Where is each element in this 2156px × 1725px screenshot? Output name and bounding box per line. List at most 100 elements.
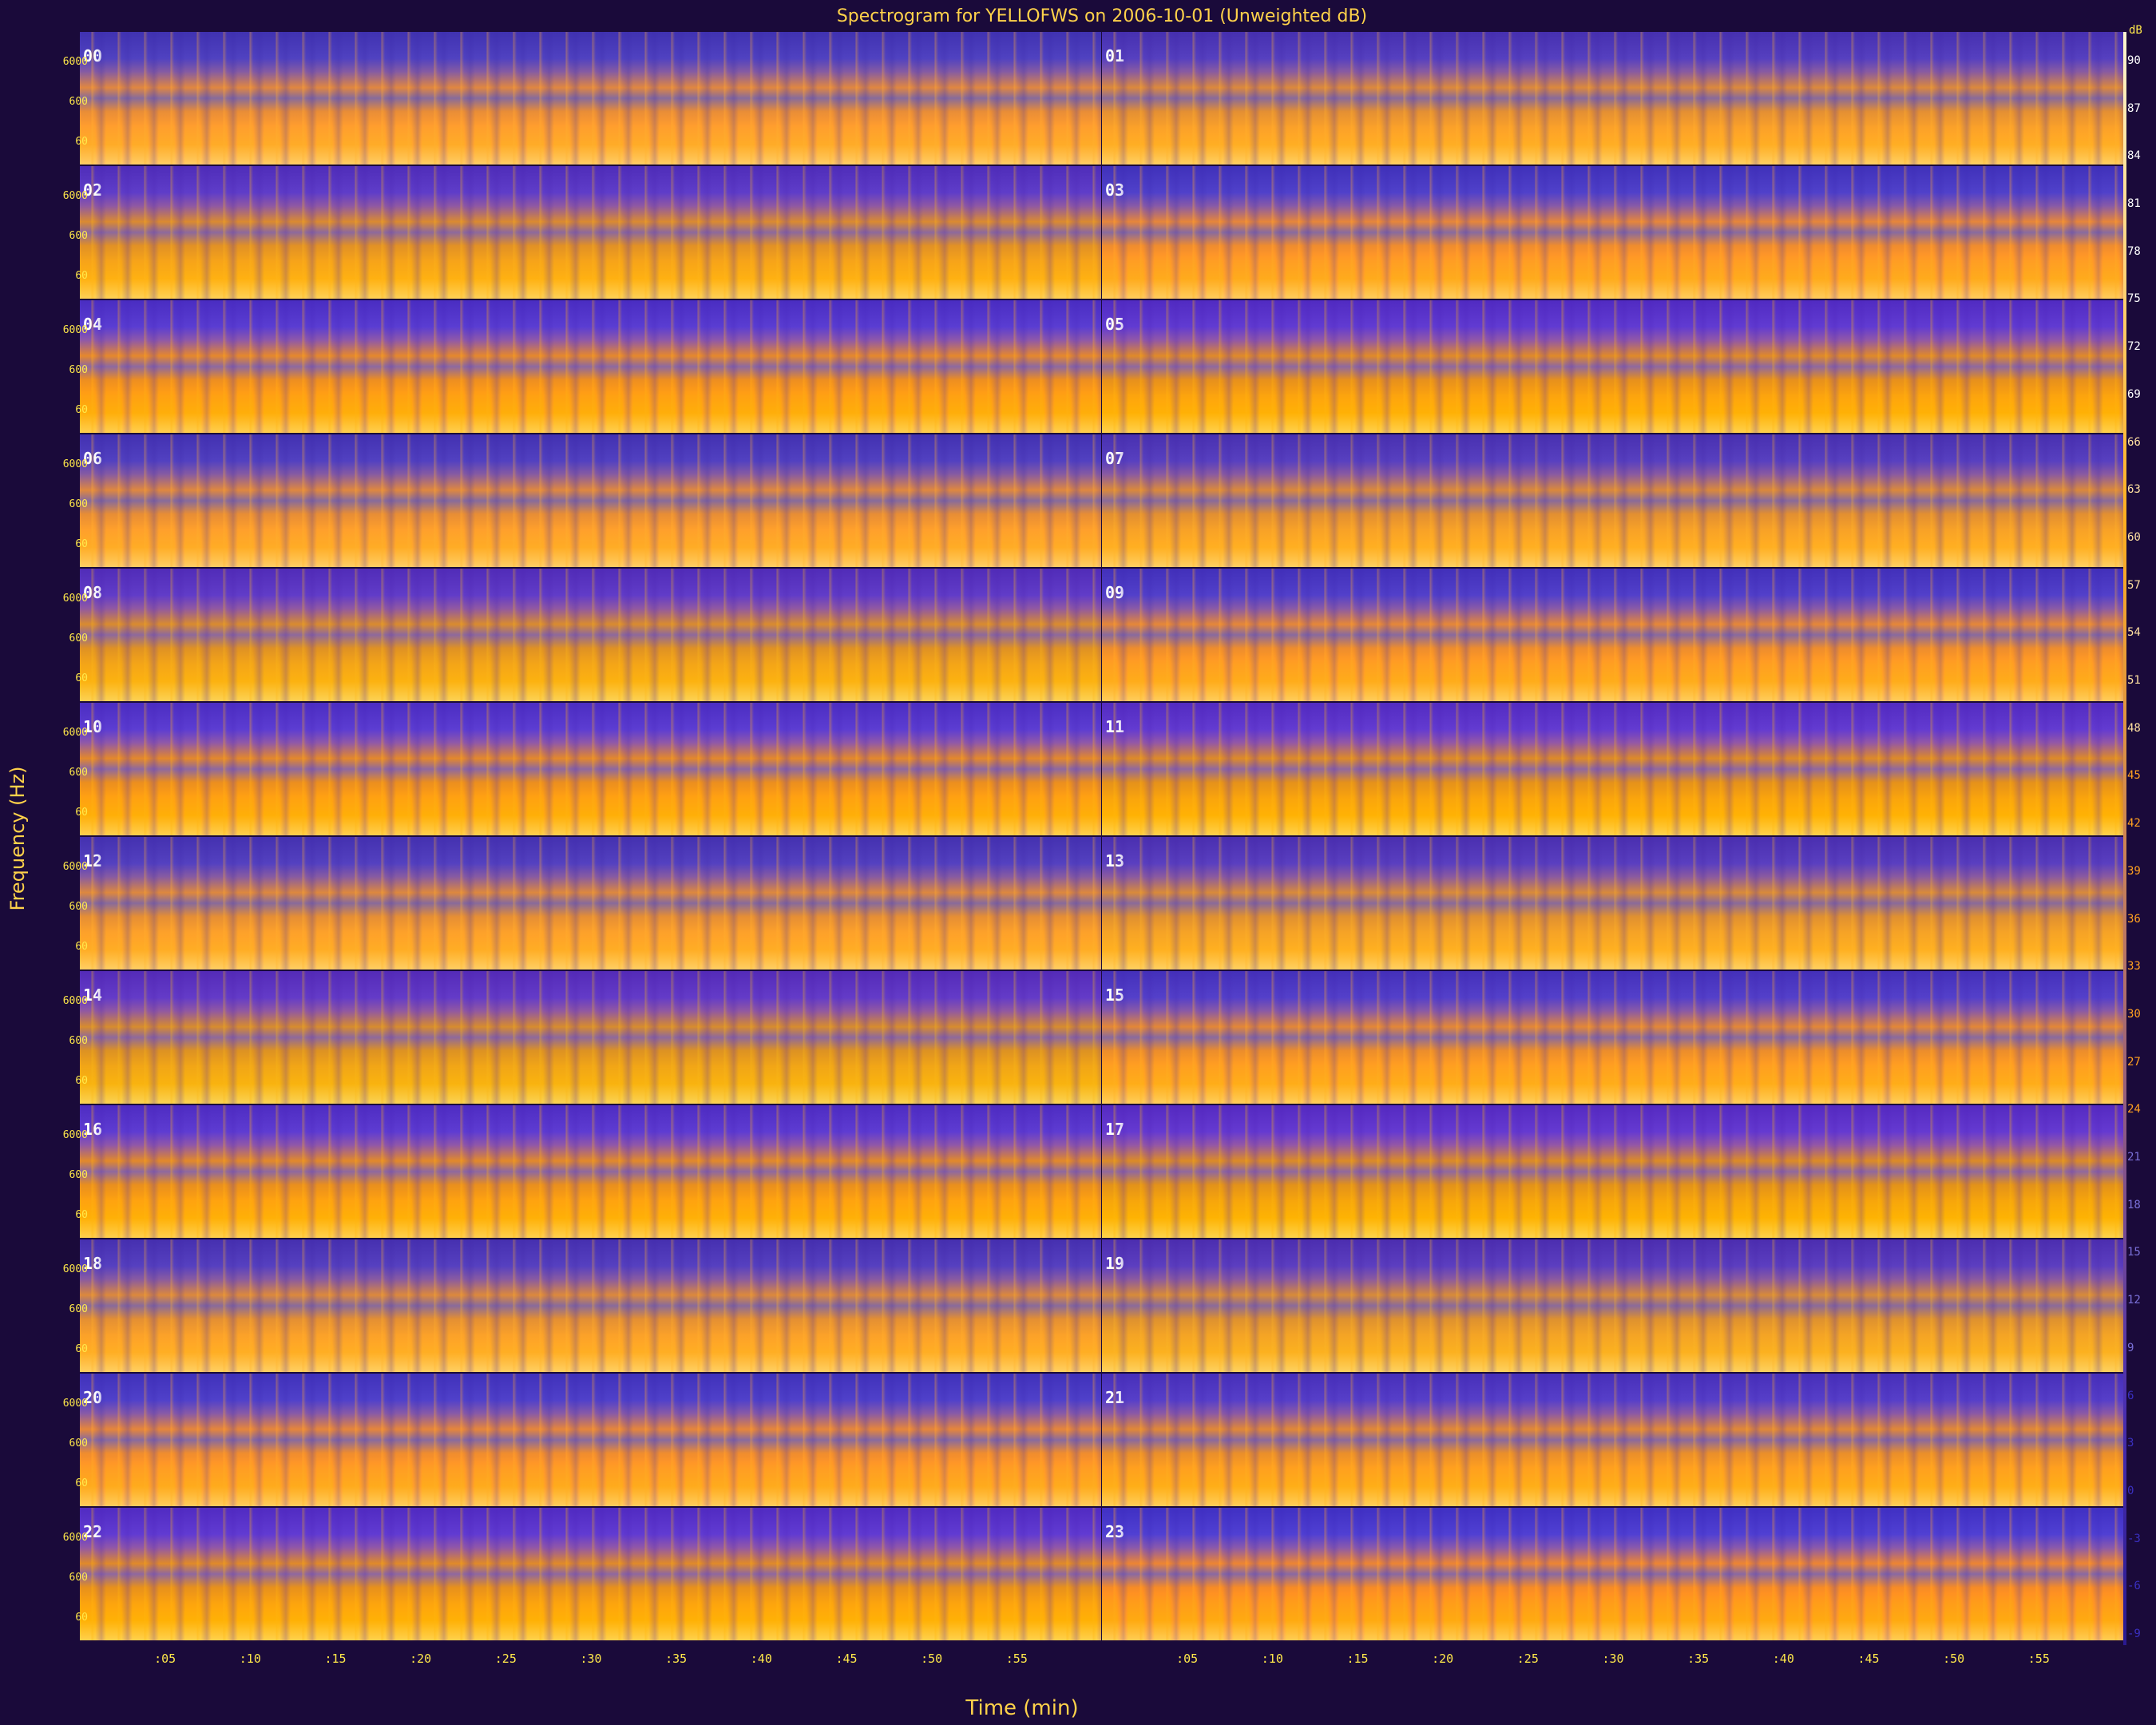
frequency-tick-label: 6000	[62, 1532, 88, 1544]
colorbar	[2123, 32, 2126, 1645]
colorbar-tick-label: 30	[2127, 1007, 2141, 1021]
spectrogram-hour-panel: 15	[1102, 971, 2123, 1104]
frequency-tick-label: 600	[69, 901, 88, 913]
spectrogram-hour-panel: 05	[1102, 300, 2123, 433]
spectrogram-hour-panel: 23	[1102, 1508, 2123, 1640]
spectrogram-hour-panel: 10	[80, 703, 1101, 835]
spectrogram-hour-panel: 18	[80, 1239, 1101, 1372]
spectrogram-hour-panel: 22	[80, 1508, 1101, 1640]
colorbar-tick-label: 90	[2127, 54, 2141, 67]
spectrogram-hour-panel: 03	[1102, 166, 2123, 299]
spectrogram-hour-panel: 04	[80, 300, 1101, 433]
spectrogram-row: 12 13	[80, 837, 2123, 970]
spectrogram-hour-panel: 07	[1102, 434, 2123, 567]
frequency-tick-label: 600	[69, 1438, 88, 1449]
spectrogram-hour-panel: 11	[1102, 703, 2123, 835]
colorbar-tick-label: 84	[2127, 149, 2141, 163]
spectrogram-hour-panel: 19	[1102, 1239, 2123, 1372]
frequency-tick-label: 60	[75, 1075, 88, 1087]
spectrogram-row: 22 23	[80, 1508, 2123, 1640]
colorbar-tick-label: 60	[2127, 530, 2141, 544]
x-tick-label: :25	[494, 1652, 517, 1666]
x-tick-label: :10	[1261, 1652, 1283, 1666]
frequency-tick-label: 60	[75, 672, 88, 684]
hour-label: 21	[1105, 1388, 1125, 1407]
colorbar-tick-label: -3	[2127, 1532, 2141, 1545]
colorbar-tick-label: 42	[2127, 817, 2141, 831]
colorbar-tick-label: 39	[2127, 864, 2141, 878]
frequency-tick-label: 60	[75, 941, 88, 953]
spectrogram-row: 16 17	[80, 1105, 2123, 1238]
frequency-tick-label: 60	[75, 404, 88, 416]
x-tick-label: :45	[1857, 1652, 1880, 1666]
hour-label: 23	[1105, 1522, 1125, 1541]
spectrogram-row: 04 05	[80, 300, 2123, 433]
hour-label: 09	[1105, 583, 1125, 602]
frequency-tick-label: 6000	[62, 861, 88, 873]
spectrogram-plot-area: 00 01 02 03 04 05 06 07 08 09 10 11 12 13 14 15 16 17 18 19…	[80, 32, 2123, 1645]
colorbar-tick-label: 15	[2127, 1246, 2141, 1259]
frequency-tick-label: 6000	[62, 1263, 88, 1275]
colorbar-tick-label: 48	[2127, 721, 2141, 735]
x-tick-label: :10	[239, 1652, 261, 1666]
colorbar-tick-label: 36	[2127, 912, 2141, 926]
colorbar-tick-label: 6	[2127, 1389, 2134, 1402]
frequency-tick-label: 600	[69, 498, 88, 510]
hour-label: 17	[1105, 1120, 1125, 1139]
frequency-tick-label: 6000	[62, 56, 88, 68]
colorbar-tick-label: 72	[2127, 340, 2141, 354]
spectrogram-hour-panel: 12	[80, 837, 1101, 970]
x-tick-label: :05	[154, 1652, 176, 1666]
x-tick-label: :55	[2027, 1652, 2050, 1666]
hour-label: 13	[1105, 851, 1125, 870]
frequency-tick-label: 6000	[62, 190, 88, 202]
frequency-tick-label: 60	[75, 270, 88, 282]
frequency-tick-label: 6000	[62, 1129, 88, 1141]
x-tick-label: :50	[1943, 1652, 1965, 1666]
colorbar-label: dB	[2129, 24, 2142, 37]
frequency-tick-label: 6000	[62, 1398, 88, 1410]
colorbar-tick-label: 51	[2127, 674, 2141, 688]
frequency-tick-label: 600	[69, 1303, 88, 1315]
frequency-tick-label: 60	[75, 807, 88, 819]
y-axis-label: Frequency (Hz)	[6, 766, 29, 911]
hour-label: 03	[1105, 180, 1125, 200]
spectrogram-hour-panel: 13	[1102, 837, 2123, 970]
frequency-tick-label: 600	[69, 1572, 88, 1584]
spectrogram-hour-panel: 01	[1102, 32, 2123, 165]
frequency-tick-label: 600	[69, 364, 88, 376]
spectrogram-row: 08 09	[80, 569, 2123, 701]
hour-label: 11	[1105, 717, 1125, 736]
colorbar-tick-label: 27	[2127, 1055, 2141, 1069]
x-tick-label: :15	[324, 1652, 347, 1666]
x-tick-label: :25	[1516, 1652, 1539, 1666]
hour-label: 07	[1105, 449, 1125, 468]
colorbar-tick-label: 24	[2127, 1103, 2141, 1116]
colorbar-tick-label: 12	[2127, 1294, 2141, 1307]
spectrogram-hour-panel: 02	[80, 166, 1101, 299]
x-tick-label: :20	[410, 1652, 432, 1666]
x-tick-label: :15	[1346, 1652, 1369, 1666]
spectrogram-row: 14 15	[80, 971, 2123, 1104]
frequency-tick-label: 60	[75, 136, 88, 148]
spectrogram-row: 06 07	[80, 434, 2123, 567]
frequency-tick-label: 60	[75, 1343, 88, 1355]
hour-label: 05	[1105, 315, 1125, 334]
hour-label: 19	[1105, 1254, 1125, 1273]
frequency-tick-label: 60	[75, 1209, 88, 1221]
colorbar-tick-label: 87	[2127, 101, 2141, 115]
spectrogram-row: 18 19	[80, 1239, 2123, 1372]
spectrogram-row: 02 03	[80, 166, 2123, 299]
frequency-tick-label: 6000	[62, 727, 88, 739]
spectrogram-row: 20 21	[80, 1374, 2123, 1506]
x-tick-label: :30	[1602, 1652, 1624, 1666]
x-tick-label: :35	[1687, 1652, 1710, 1666]
spectrogram-hour-panel: 17	[1102, 1105, 2123, 1238]
frequency-tick-label: 6000	[62, 593, 88, 605]
frequency-tick-label: 6000	[62, 324, 88, 336]
colorbar-tick-label: 3	[2127, 1437, 2134, 1450]
colorbar-tick-label: 78	[2127, 244, 2141, 258]
colorbar-tick-label: -6	[2127, 1580, 2141, 1593]
x-tick-label: :55	[1005, 1652, 1028, 1666]
x-tick-label: :20	[1432, 1652, 1454, 1666]
